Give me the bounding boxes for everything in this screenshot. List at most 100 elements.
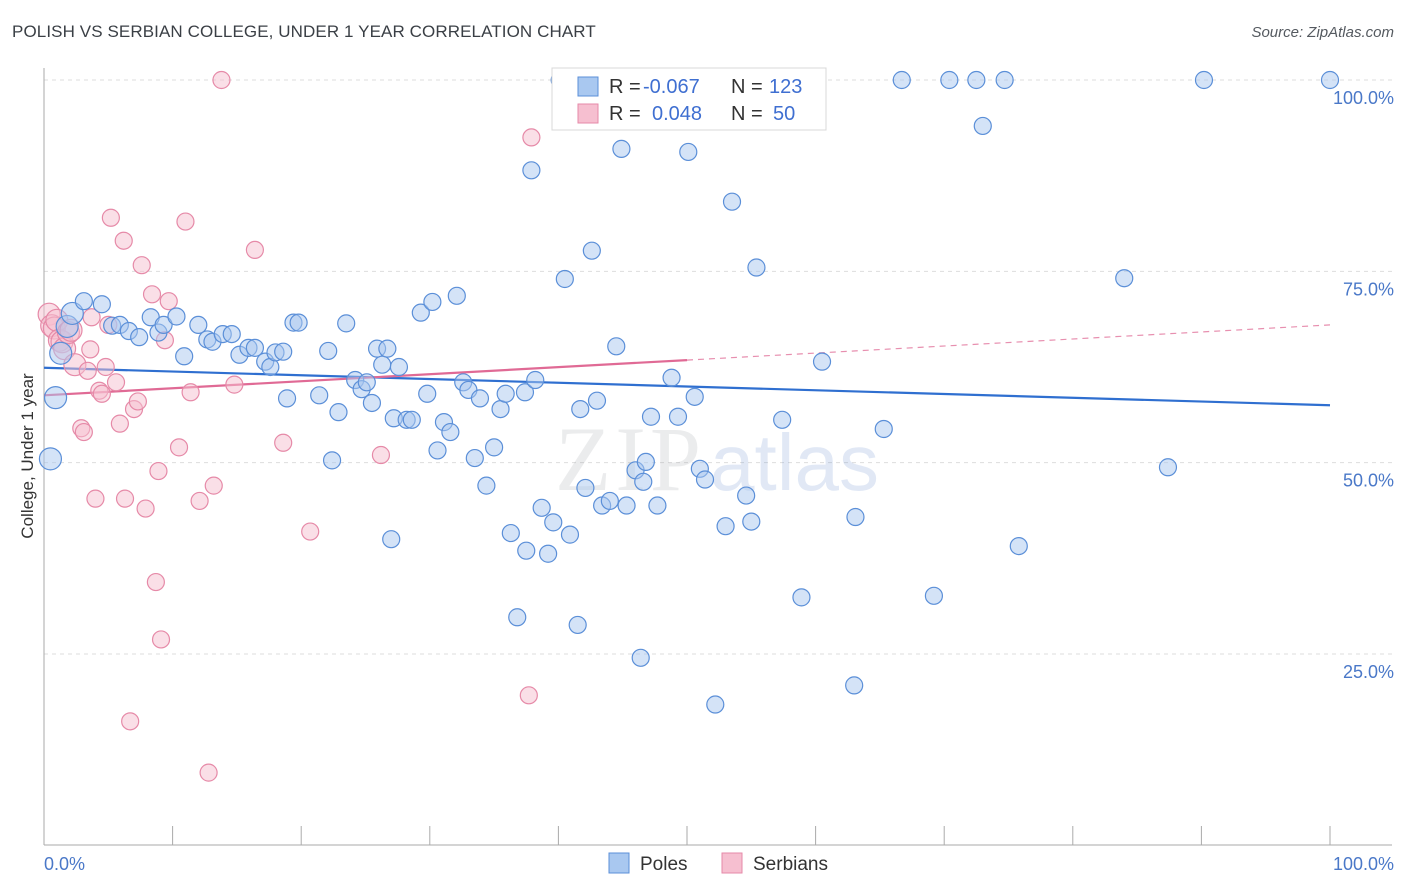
x-tick-label-max: 100.0%: [1333, 854, 1394, 874]
serbians-point-21: [115, 489, 135, 508]
serbians-point-40: [225, 375, 244, 394]
poles-point-104: [812, 352, 832, 371]
poles-point-2: [49, 341, 73, 365]
poles-point-1: [43, 386, 68, 410]
serbians-point-29: [149, 461, 168, 481]
poles-point-79: [607, 337, 626, 356]
poles-point-102: [792, 588, 811, 607]
serbians-point-39: [212, 70, 231, 90]
poles-point-110: [967, 70, 986, 90]
legend-r-value-poles: -0.067: [643, 76, 700, 98]
serbians-point-17: [96, 357, 115, 377]
y-axis-label: College, Under 1 year: [18, 373, 37, 539]
poles-point-35: [337, 314, 356, 333]
poles-point-80: [612, 139, 631, 158]
poles-point-76: [587, 391, 607, 410]
poles-point-14: [167, 307, 186, 326]
poles-point-68: [539, 544, 558, 563]
serbians-point-20: [110, 414, 129, 433]
y-tick-label-100: 100.0%: [1333, 88, 1394, 108]
bottom-legend-swatch-poles: [608, 852, 630, 874]
legend-r-label-poles: R =: [609, 76, 641, 98]
y-tick-label-75: 75.0%: [1343, 279, 1394, 299]
legend-n-value-poles: 123: [769, 76, 802, 98]
poles-point-47: [411, 303, 430, 322]
poles-point-42: [378, 339, 397, 358]
serbians-point-35: [181, 383, 200, 402]
poles-point-116: [1194, 70, 1214, 90]
serbians-point-46: [522, 128, 541, 147]
poles-point-107: [892, 70, 911, 90]
serbians-points: [37, 70, 541, 782]
poles-point-106: [874, 419, 893, 439]
bottom-legend-swatch-serbians: [721, 852, 743, 874]
poles-point-90: [679, 142, 698, 162]
poles-point-33: [322, 451, 342, 470]
serbians-point-45: [519, 686, 538, 705]
poles-point-62: [501, 523, 520, 543]
poles-point-44: [389, 357, 409, 377]
poles-point-108: [924, 586, 944, 605]
poles-point-61: [496, 384, 515, 403]
legend-n-value-serbians: 50: [773, 103, 795, 125]
poles-point-122: [568, 615, 587, 635]
poles-point-50: [428, 441, 447, 460]
x-tick-label-min: 0.0%: [44, 854, 85, 874]
poles-point-13: [154, 315, 173, 335]
serbians-point-14: [86, 489, 105, 508]
watermark-atlas: atlas: [710, 418, 879, 507]
poles-point-101: [773, 410, 792, 429]
x-axis-ticks: [172, 826, 1331, 845]
poles-point-115: [1158, 458, 1178, 477]
poles-point-69: [544, 513, 563, 532]
poles-point-66: [526, 370, 545, 390]
poles-point-73: [571, 399, 590, 419]
serbians-point-44: [371, 445, 391, 465]
legend-swatch-serbians: [577, 103, 599, 124]
legend-r-label-serbians: R =: [609, 103, 641, 125]
source-credit: Source: ZipAtlas.com: [1251, 24, 1394, 41]
y-tick-label-50: 50.0%: [1343, 471, 1394, 491]
poles-point-105: [846, 507, 865, 527]
poles-point-48: [418, 384, 437, 403]
poles-point-119: [517, 541, 536, 560]
poles-points: [38, 70, 1340, 714]
poles-point-75: [582, 241, 601, 260]
poles-point-100: [747, 258, 766, 277]
serbians-point-13: [81, 340, 100, 359]
legend-n-label-serbians: N =: [731, 103, 763, 125]
poles-point-60: [491, 399, 510, 419]
poles-point-81: [617, 496, 636, 515]
poles-point-98: [737, 486, 756, 505]
poles-point-118: [845, 676, 864, 695]
serbians-point-30: [151, 630, 171, 649]
poles-point-95: [716, 517, 735, 536]
poles-point-86: [648, 496, 667, 515]
poles-point-23: [245, 338, 265, 357]
poles-point-57: [470, 389, 490, 408]
poles-point-72: [560, 525, 580, 544]
poles-point-56: [465, 448, 484, 468]
poles-point-67: [532, 498, 551, 517]
bottom-legend-label-poles: Poles: [640, 854, 688, 875]
serbians-point-36: [190, 491, 209, 511]
serbians-point-34: [176, 212, 195, 231]
poles-point-93: [695, 470, 715, 489]
poles-point-32: [319, 341, 338, 361]
poles-point-59: [485, 438, 504, 457]
poles-point-99: [742, 512, 761, 531]
poles-point-58: [477, 476, 496, 495]
poles-point-53: [447, 286, 466, 305]
serbians-point-32: [159, 292, 178, 311]
serbians-point-43: [301, 522, 320, 541]
poles-point-89: [668, 407, 688, 426]
poles-point-111: [973, 116, 992, 136]
poles-point-96: [722, 192, 742, 211]
poles-point-5: [74, 292, 93, 311]
serbians-point-33: [169, 438, 189, 457]
serbians-point-38: [204, 476, 223, 495]
serbians-point-12: [78, 361, 97, 380]
serbians-point-37: [199, 763, 218, 782]
poles-point-91: [685, 387, 704, 406]
poles-point-6: [92, 295, 111, 314]
